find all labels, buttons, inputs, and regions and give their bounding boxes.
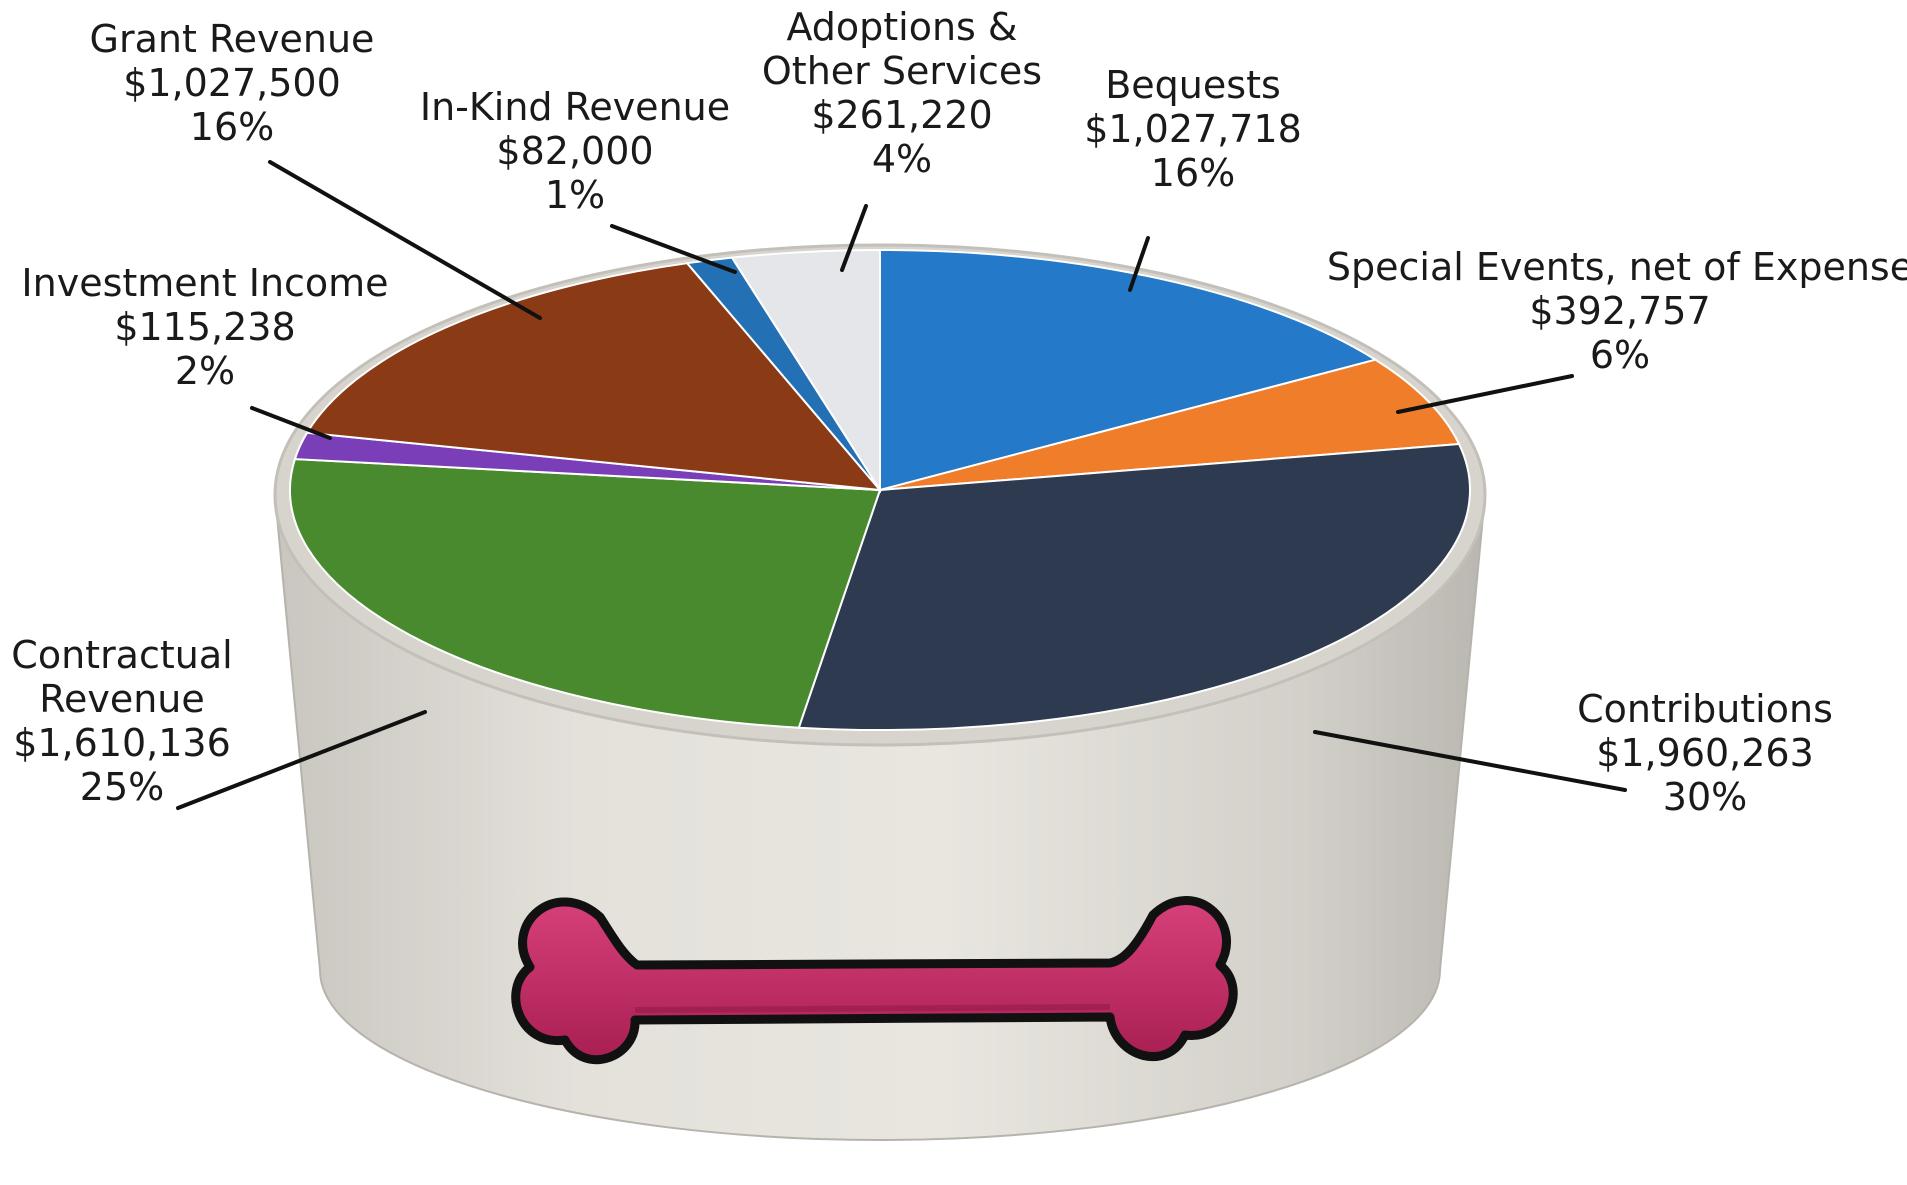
- slice-labels: Bequests $1,027,718 16%Special Events, net…: [11, 5, 1907, 819]
- pie-slice-contributions: [797, 442, 1471, 731]
- pie-slice-adoptions-other-services: [730, 248, 881, 494]
- slice-label: Investment Income $115,238 2%: [21, 261, 388, 393]
- slice-label: Contributions $1,960,263 30%: [1577, 687, 1833, 819]
- pie-slices: [289, 248, 1471, 731]
- slice-label-line: Revenue: [39, 677, 205, 721]
- slice-label-line: 4%: [872, 137, 932, 181]
- pie-slice-grant-revenue: [305, 262, 883, 492]
- slice-label: Adoptions & Other Services $261,220 4%: [762, 5, 1042, 181]
- leader-line: [176, 710, 427, 810]
- slice-label-line: Special Events, net of Expense: [1327, 245, 1907, 289]
- slice-label-line: Investment Income: [21, 261, 388, 305]
- slice-label-line: 16%: [1151, 151, 1235, 195]
- slice-label-line: Contractual: [11, 633, 232, 677]
- pie-slice-contractual-revenue: [289, 458, 882, 729]
- leader-line: [1313, 730, 1627, 792]
- slice-label-line: $1,027,500: [123, 61, 341, 105]
- slice-label-line: 25%: [80, 765, 164, 809]
- slice-label-line: Bequests: [1105, 63, 1281, 107]
- slice-label: Special Events, net of Expense $392,757 6%: [1327, 245, 1907, 377]
- slice-label-line: 16%: [190, 105, 274, 149]
- slice-label: Contractual Revenue $1,610,136 25%: [11, 633, 232, 809]
- slice-label-line: 1%: [545, 173, 605, 217]
- slice-label: Grant Revenue $1,027,500 16%: [90, 17, 375, 149]
- leader-line: [610, 224, 737, 274]
- leader-line: [268, 160, 542, 320]
- slice-label-line: $1,027,718: [1084, 107, 1302, 151]
- slice-label-line: Other Services: [762, 49, 1042, 93]
- slice-label-line: 2%: [175, 349, 235, 393]
- slice-label-line: $115,238: [114, 305, 295, 349]
- slice-label-line: 6%: [1590, 333, 1650, 377]
- slice-label-line: In-Kind Revenue: [420, 85, 730, 129]
- leader-line: [1128, 236, 1150, 292]
- leader-line: [250, 406, 332, 440]
- slice-label: Bequests $1,027,718 16%: [1084, 63, 1302, 195]
- leader-line: [1396, 374, 1574, 414]
- slice-label-line: $261,220: [811, 93, 992, 137]
- slice-label-line: 30%: [1663, 775, 1747, 819]
- pie-slice-bequests: [879, 248, 1378, 492]
- slice-label-line: $1,610,136: [13, 721, 231, 765]
- dog-bone-icon: [511, 896, 1238, 1064]
- leader-line: [840, 204, 868, 272]
- slice-label: In-Kind Revenue $82,000 1%: [420, 85, 730, 217]
- pie-slice-special-events-net-of-expense: [879, 358, 1461, 491]
- slice-label-line: Grant Revenue: [90, 17, 375, 61]
- slice-label-line: $1,960,263: [1596, 731, 1814, 775]
- slice-label-line: $392,757: [1529, 289, 1710, 333]
- slice-label-line: Contributions: [1577, 687, 1833, 731]
- leader-lines: [176, 160, 1627, 810]
- slice-label-line: Adoptions &: [786, 5, 1017, 49]
- slice-label-line: $82,000: [496, 129, 653, 173]
